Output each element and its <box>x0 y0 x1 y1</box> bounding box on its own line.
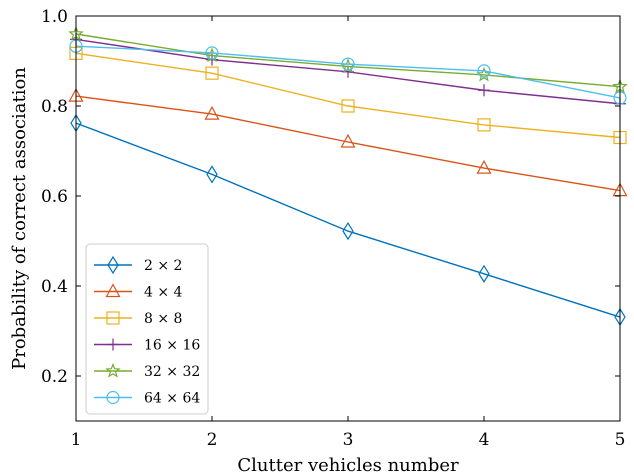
legend: 2 × 2 4 × 4 8 × 8 16 × 16 32 × 32 64 × 64 <box>85 243 209 415</box>
legend-label: 32 × 32 <box>144 364 200 380</box>
data-point <box>205 66 219 80</box>
y-axis-label: Probability of correct association <box>9 67 30 370</box>
y-tick-label: 0.4 <box>41 277 68 297</box>
series-line <box>75 52 621 139</box>
x-tick-label: 2 <box>207 430 218 450</box>
data-point <box>478 84 490 97</box>
data-point <box>476 66 492 82</box>
x-tick-label: 4 <box>479 430 490 450</box>
data-point <box>342 221 354 241</box>
legend-label: 4 × 4 <box>144 285 183 301</box>
data-point <box>341 99 355 113</box>
legend-entry: 2 × 2 <box>94 255 182 275</box>
legend-entry: 8 × 8 <box>94 311 182 327</box>
x-tick-label: 1 <box>71 430 82 450</box>
legend-marker <box>107 255 119 275</box>
legend-marker <box>106 311 120 325</box>
series-1 <box>68 87 628 197</box>
legend-marker <box>107 338 119 351</box>
series-line <box>75 45 621 99</box>
legend-label: 8 × 8 <box>144 311 182 327</box>
data-point <box>205 46 219 60</box>
x-tick-label: 3 <box>343 430 354 450</box>
legend-entry: 4 × 4 <box>94 283 183 301</box>
legend-entry: 64 × 64 <box>94 391 200 407</box>
legend-marker <box>106 390 120 405</box>
legend-entry: 32 × 32 <box>94 362 200 380</box>
data-point <box>477 118 491 132</box>
x-tick-label: 5 <box>615 430 626 450</box>
legend-label: 2 × 2 <box>144 258 182 274</box>
y-tick-label: 1.0 <box>41 7 68 27</box>
y-tick-label: 0.6 <box>41 187 68 207</box>
x-axis-label: Clutter vehicles number <box>237 455 459 476</box>
series-line <box>75 122 621 318</box>
legend-entry: 16 × 16 <box>94 338 200 354</box>
data-point <box>204 105 220 120</box>
series-line <box>75 95 621 192</box>
data-point <box>341 57 355 71</box>
series-3 <box>70 33 626 110</box>
series-line <box>75 33 621 88</box>
data-point <box>476 159 492 174</box>
legend-label: 64 × 64 <box>144 391 200 407</box>
data-point <box>478 264 490 283</box>
legend-label: 16 × 16 <box>144 338 200 354</box>
y-tick-label: 0.8 <box>41 97 68 117</box>
data-point <box>477 64 491 78</box>
data-point <box>340 133 356 148</box>
y-tick-label: 0.2 <box>41 367 68 387</box>
data-point <box>206 165 218 184</box>
legend-marker <box>105 283 121 298</box>
axes: 1 2 3 4 5 0.2 0.4 0.6 0.8 1.0 <box>41 7 625 450</box>
legend-marker <box>105 362 121 378</box>
